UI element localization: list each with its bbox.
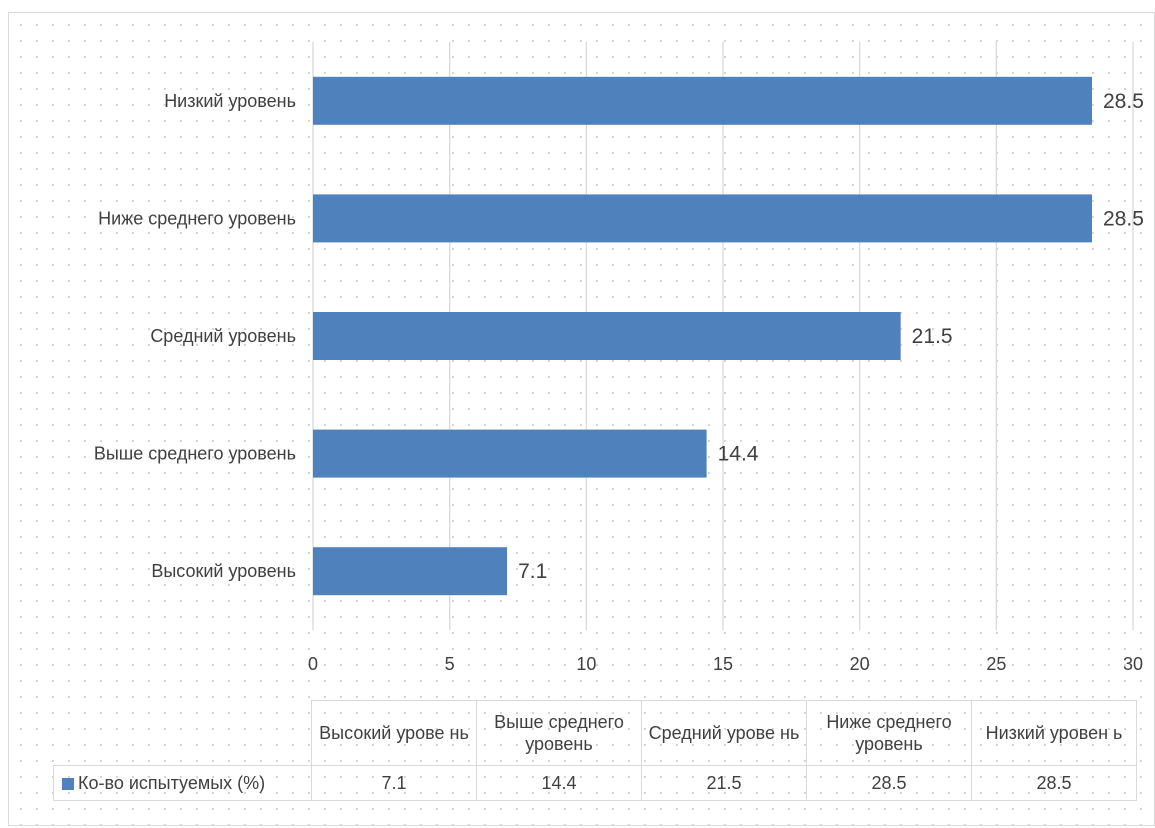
- x-tick-label: 10: [576, 654, 596, 674]
- data-label: 28.5: [1103, 207, 1144, 230]
- x-tick-label: 20: [850, 654, 870, 674]
- data-table-value: 21.5: [641, 765, 807, 801]
- data-label: 28.5: [1103, 90, 1144, 113]
- data-table-value: 14.4: [476, 765, 642, 801]
- data-table-value: 7.1: [311, 765, 477, 801]
- data-table-header: Средний урове нь: [641, 700, 807, 766]
- bar-chart: Высокий уровень Выше среднего уровень Сред…: [94, 42, 1144, 674]
- x-tick-label: 30: [1123, 654, 1143, 674]
- data-table-value: 28.5: [806, 765, 972, 801]
- category-label: Выше среднего уровень: [94, 444, 296, 464]
- bar: [313, 312, 901, 360]
- x-axis-ticks: 0 5 10 15 20 25 30: [308, 654, 1143, 674]
- legend-color-key: [62, 778, 74, 790]
- bar: [313, 429, 707, 478]
- category-label: Низкий уровень: [164, 91, 296, 111]
- category-label: Средний уровень: [150, 326, 296, 346]
- data-table: Высокий урове нь Выше среднего уровень С…: [53, 700, 1137, 801]
- data-table-value: 28.5: [971, 765, 1137, 801]
- data-table-header: Высокий урове нь: [311, 700, 477, 766]
- series-name: Ко-во испытуемых (%): [78, 773, 266, 793]
- bars: [313, 76, 1092, 596]
- data-label: 7.1: [518, 560, 547, 583]
- data-table-value-row: Ко-во испытуемых (%) 7.1 14.4 21.5 28.5 …: [53, 765, 1137, 801]
- x-tick-label: 25: [986, 654, 1006, 674]
- data-table-header-row: Высокий урове нь Выше среднего уровень С…: [53, 700, 1137, 766]
- legend-entry: Ко-во испытуемых (%): [53, 765, 312, 801]
- data-table-header: Низкий уровен ь: [971, 700, 1137, 766]
- bar: [313, 76, 1092, 125]
- data-table-corner: [53, 700, 312, 766]
- data-table-header: Выше среднего уровень: [476, 700, 642, 766]
- x-tick-label: 5: [445, 654, 455, 674]
- category-labels: Высокий уровень Выше среднего уровень Сред…: [94, 91, 296, 581]
- bar: [313, 547, 508, 596]
- x-tick-label: 0: [308, 654, 318, 674]
- x-tick-label: 15: [713, 654, 733, 674]
- data-labels: 7.1 14.4 21.5 28.5 28.5: [518, 90, 1144, 583]
- data-label: 14.4: [718, 443, 759, 466]
- chart-frame: [8, 12, 1155, 826]
- category-label: Ниже среднего уровень: [98, 208, 296, 228]
- bar: [313, 194, 1092, 243]
- category-label: Высокий уровень: [151, 561, 296, 581]
- data-label: 21.5: [912, 325, 953, 348]
- data-table-header: Ниже среднего уровень: [806, 700, 972, 766]
